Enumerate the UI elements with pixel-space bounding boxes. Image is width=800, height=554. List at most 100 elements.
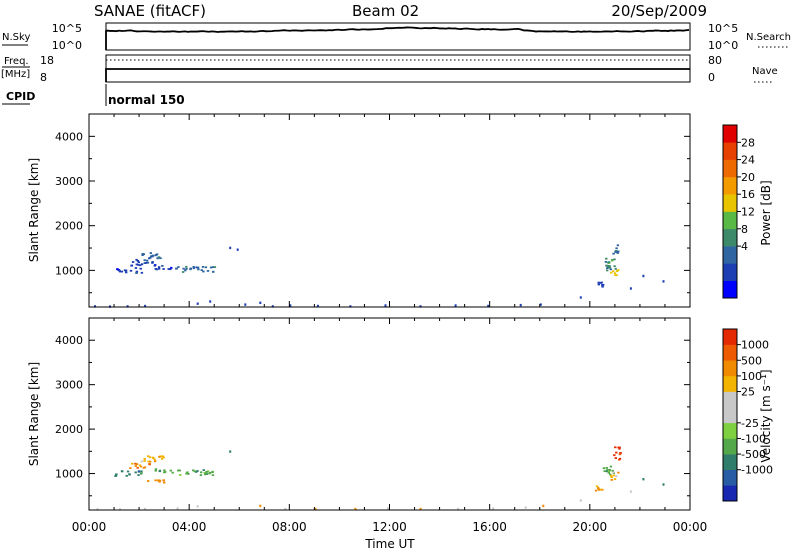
power-scatter-point — [135, 270, 139, 273]
vel-scatter-point — [611, 469, 614, 472]
power-scatter-point — [601, 285, 604, 288]
power-scatter-point — [140, 271, 144, 274]
power-sparse-point — [316, 304, 319, 308]
power-sparse-point — [349, 305, 352, 308]
vel-sparse-point — [642, 478, 645, 481]
vel-scatter-point — [137, 470, 141, 473]
vel-scatter-point — [610, 476, 613, 478]
vel-scatter-point — [114, 475, 117, 477]
vel-scatter-point — [154, 468, 158, 471]
vel-sparse-point — [492, 507, 495, 510]
vel-scatter-point — [138, 464, 142, 467]
nave-tick-bottom: 0 — [708, 71, 715, 84]
power-scatter-point — [130, 264, 134, 267]
power-sparse-point — [629, 287, 632, 290]
x-tick-label: 12:00 — [372, 520, 407, 534]
vel-scatter-point — [147, 460, 150, 463]
power-scatter-point — [192, 267, 195, 270]
power-scatter-point — [142, 253, 145, 256]
colorbar-tick-label: 1000 — [741, 339, 769, 352]
nave-label: Nave — [752, 66, 778, 77]
vel-scatter-point — [196, 470, 199, 472]
vel-scatter-point — [204, 473, 207, 476]
power-scatter-point — [134, 267, 138, 269]
power-sparse-point — [244, 303, 247, 306]
vel-scatter-point — [610, 479, 613, 481]
power-scatter-point — [131, 261, 135, 263]
power-scatter-point — [120, 270, 124, 273]
vel-scatter-point — [609, 465, 613, 468]
vel-scatter-point — [179, 474, 182, 476]
vel-scatter-point — [613, 478, 617, 480]
vel-scatter-point — [115, 473, 118, 476]
power-scatter-point — [209, 266, 213, 269]
vel-scatter-point — [137, 474, 140, 476]
vel-scatter-point — [134, 465, 137, 467]
vel-scatter-point — [597, 487, 600, 489]
vel-scatter-point — [158, 470, 161, 473]
power-scatter-point — [137, 261, 140, 264]
vel-scatter-point — [608, 470, 611, 473]
vel-scatter-point — [607, 471, 610, 474]
power-sparse-point — [579, 296, 582, 299]
colorbar-segment — [723, 211, 737, 230]
power-scatter-point — [118, 269, 121, 272]
vel-scatter-point — [612, 471, 615, 474]
power-scatter-point — [139, 267, 142, 270]
power-sparse-point — [144, 304, 147, 308]
x-tick-label: 16:00 — [472, 520, 507, 534]
colorbar-tick-label: 16 — [741, 188, 755, 201]
nave-tick-top: 80 — [708, 54, 722, 67]
power-scatter-point — [600, 281, 603, 284]
colorbar-segment — [723, 375, 737, 392]
power-sparse-point — [642, 274, 645, 278]
vel-sparse-point — [259, 504, 262, 508]
power-scatter-point — [143, 259, 146, 262]
vel-scatter-point — [612, 474, 616, 477]
power-scatter-point — [615, 270, 619, 272]
power-scatter-point — [192, 266, 195, 268]
site-title: SANAE (fitACF) — [94, 2, 206, 20]
vel-scatter-point — [148, 456, 152, 459]
colorbar-tick-label: 100 — [741, 370, 762, 383]
power-scatter-point — [161, 265, 164, 267]
vel-scatter-point — [143, 458, 146, 460]
vel-scatter-point — [158, 456, 161, 458]
colorbar-segment — [723, 391, 737, 408]
power-scatter-point — [212, 270, 215, 273]
freq-tick-top: 18 — [40, 54, 54, 67]
nsearch-tick-bottom: 10^0 — [708, 39, 738, 52]
power-scatter-point — [605, 264, 608, 267]
vel-scatter-point — [162, 479, 165, 482]
power-scatter-point — [614, 251, 617, 253]
vel-scatter-point — [614, 457, 617, 459]
y-tick-label: 1000 — [55, 264, 83, 277]
freq-line — [105, 68, 690, 82]
velocity-panel: 1000 2000 3000 4000 Slant Range [km] 1000 50… — [27, 317, 773, 551]
colorbar-segment — [723, 329, 737, 345]
power-scatter-point — [614, 250, 618, 252]
power-scatter-point — [140, 263, 144, 266]
vel-scatter-point — [139, 465, 143, 468]
cpid-mode: normal 150 — [108, 93, 185, 107]
vel-scatter-point — [158, 479, 162, 482]
nsky-tick-top: 10^5 — [52, 22, 82, 35]
power-scatter-point — [177, 266, 180, 268]
y-tick-label: 3000 — [55, 175, 83, 188]
power-colorbar: 28 24 20 16 12 8 4 — [722, 124, 755, 299]
power-scatter-point — [213, 266, 217, 268]
colorbar-tick-label: 24 — [741, 154, 755, 167]
nsky-strip: N.Sky 10^5 10^0 10^5 10^0 N.Search — [2, 22, 791, 52]
vel-scatter-point — [619, 452, 622, 455]
power-scatter-point — [615, 274, 618, 277]
vel-sparse-point — [524, 506, 527, 509]
vel-scatter-point — [603, 470, 606, 472]
power-scatter-point — [184, 269, 187, 272]
x-tick-label: 20:00 — [573, 520, 608, 534]
power-scatter-point — [157, 256, 161, 259]
power-scatter-point — [137, 264, 140, 266]
power-scatter-point — [613, 265, 616, 268]
vel-sparse-point — [119, 508, 121, 511]
colorbar-segment — [723, 228, 737, 247]
